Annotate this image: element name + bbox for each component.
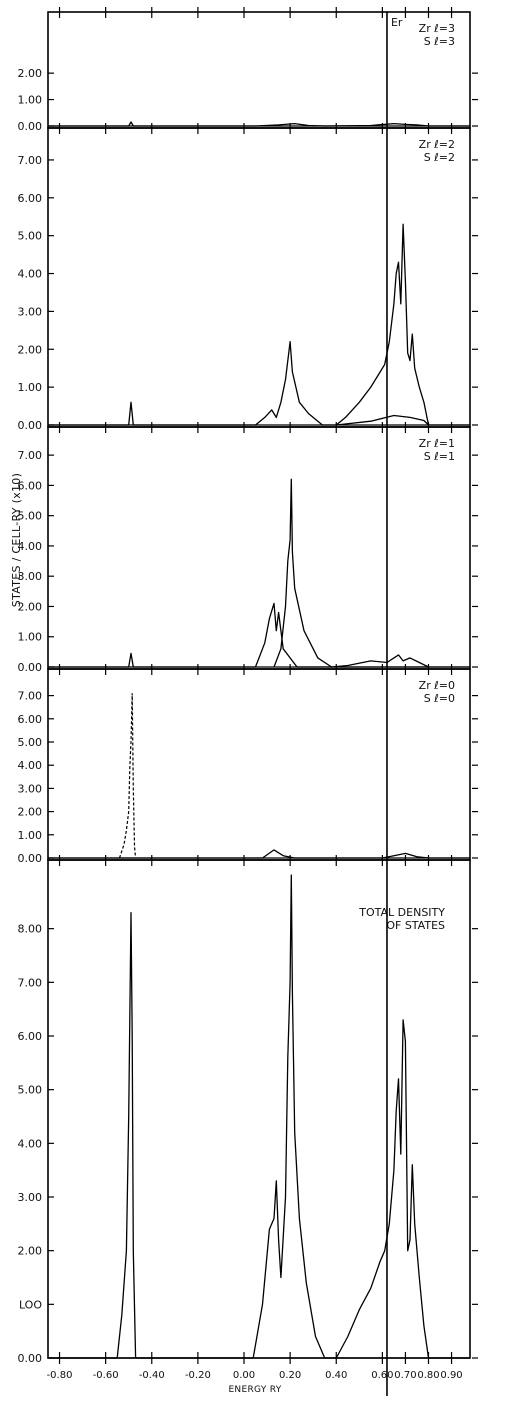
panel-label: Zr ℓ=2 (419, 138, 455, 151)
series-curve-l1-0 (48, 602, 470, 668)
y-tick-label: 2.00 (18, 806, 43, 819)
panel-label: S ℓ=1 (424, 450, 455, 463)
x-tick-label: -0.20 (185, 1370, 211, 1381)
panel-l3: 0.00 1.00 2.00 Zr ℓ=3S ℓ=3 (18, 7, 478, 133)
panel-label: S ℓ=3 (424, 35, 455, 48)
y-tick-label: 2.00 (18, 67, 43, 80)
panel-label: OF STATES (386, 919, 445, 932)
series-curve-l2-1 (336, 414, 429, 426)
panel-frame (47, 11, 471, 129)
x-tick-label: -0.40 (139, 1370, 165, 1381)
x-tick-label: -0.80 (47, 1370, 73, 1381)
y-tick-label: 3.00 (18, 570, 43, 583)
y-tick-label: LOO (19, 1298, 42, 1311)
y-tick-label: 5.00 (18, 230, 43, 243)
panel-label: Zr ℓ=0 (419, 679, 455, 692)
x-tick-label: 0.60 (371, 1370, 393, 1381)
fermi-level-label: Er (391, 16, 403, 29)
series-curve-l1-1 (273, 478, 429, 668)
panel-total: 0.00 LOO 2.00 3.00 4.00 5.00 6.00 7.00 8.00 TOTAL… (18, 855, 478, 1365)
y-tick-label: 7.00 (18, 154, 43, 167)
series-curve-l0-0 (118, 693, 137, 859)
panel-frame (47, 426, 471, 670)
x-tick-label: 0.90 (440, 1370, 462, 1381)
series-curve-l2-0 (48, 223, 470, 426)
x-tick-label: 0.00 (233, 1370, 255, 1381)
y-tick-label: 6.00 (18, 1030, 43, 1043)
panel-l2: 0.00 1.00 2.00 3.00 4.00 5.00 6.00 7.00 Zr ℓ=2S … (18, 123, 478, 432)
y-tick-label: 7.00 (18, 690, 43, 703)
y-tick-label: 1.00 (18, 631, 43, 644)
y-axis-title: STATES / CELL-RY (x10) (10, 473, 23, 607)
x-tick-label: 0.20 (279, 1370, 301, 1381)
x-tick-label: -0.60 (93, 1370, 119, 1381)
panel-l1: 0.00 1.00 2.00 3.00 4.00 5.00 6.00 7.00 Zr ℓ=1S … (18, 422, 478, 674)
y-tick-label: 2.00 (18, 1245, 43, 1258)
y-tick-label: 6.00 (18, 479, 43, 492)
x-tick-label: 0.40 (325, 1370, 347, 1381)
panel-label: Zr ℓ=1 (419, 437, 455, 450)
x-tick-label: 0.80 (417, 1370, 439, 1381)
panel-label: S ℓ=2 (424, 151, 455, 164)
series-curve-total-0 (48, 874, 470, 1359)
y-tick-label: 5.00 (18, 1084, 43, 1097)
y-tick-label: 6.00 (18, 192, 43, 205)
y-tick-label: 5.00 (18, 510, 43, 523)
panel-frame (47, 127, 471, 428)
panel-label: TOTAL DENSITY (358, 906, 445, 919)
y-tick-label: 3.00 (18, 305, 43, 318)
y-tick-label: 4.00 (18, 759, 43, 772)
x-tick-label: 0.70 (394, 1370, 416, 1381)
y-tick-label: 7.00 (18, 976, 43, 989)
y-tick-label: 2.00 (18, 600, 43, 613)
panel-label: Zr ℓ=3 (419, 22, 455, 35)
y-tick-label: 6.00 (18, 713, 43, 726)
y-tick-label: 0.00 (18, 120, 43, 133)
y-tick-label: 0.00 (18, 661, 43, 674)
y-tick-label: 8.00 (18, 923, 43, 936)
y-tick-label: 3.00 (18, 1191, 43, 1204)
y-tick-label: 1.00 (18, 94, 43, 107)
y-tick-label: 4.00 (18, 268, 43, 281)
panel-frame (47, 668, 471, 861)
y-tick-label: 0.00 (18, 852, 43, 865)
y-tick-label: 4.00 (18, 540, 43, 553)
y-tick-label: 3.00 (18, 782, 43, 795)
panel-label: S ℓ=0 (424, 692, 455, 705)
x-axis-title: ENERGY RY (228, 1385, 281, 1395)
y-tick-label: 1.00 (18, 381, 43, 394)
y-tick-label: 2.00 (18, 343, 43, 356)
y-tick-label: 7.00 (18, 449, 43, 462)
y-tick-label: 0.00 (18, 1352, 43, 1365)
panel-l0: 0.00 1.00 2.00 3.00 4.00 5.00 6.00 7.00 Zr ℓ=0S … (18, 664, 478, 865)
series-curve-l0-1 (48, 849, 470, 859)
y-tick-label: 5.00 (18, 736, 43, 749)
y-tick-label: 0.00 (18, 419, 43, 432)
y-tick-label: 1.00 (18, 829, 43, 842)
y-tick-label: 4.00 (18, 1137, 43, 1150)
